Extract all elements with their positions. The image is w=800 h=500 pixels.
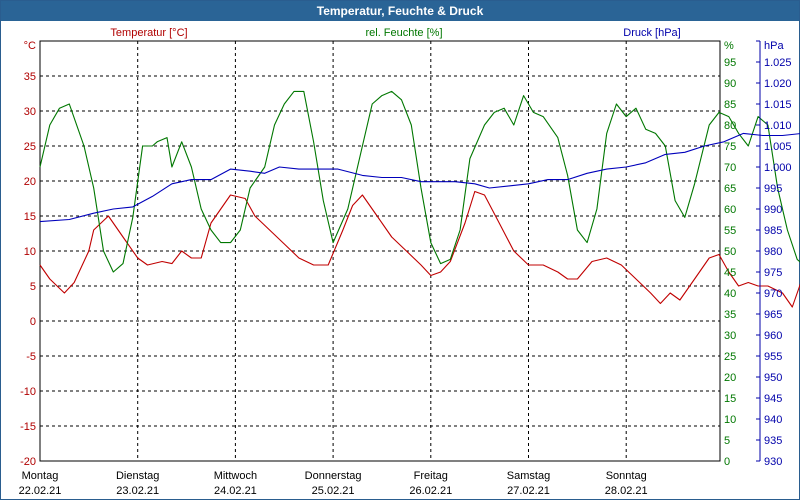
grid [39,40,721,462]
x-day-label: Dienstag [116,470,159,482]
humidity-tick-label: 15 [724,393,736,405]
humidity-tick-label: 45 [724,267,736,279]
temperature-tick-label: -10 [20,386,36,398]
humidity-tick-label: 65 [724,183,736,195]
pressure-tick-label: 1.020 [764,78,792,90]
chart-title: Temperatur, Feuchte & Druck [1,1,799,21]
series-line [39,90,800,273]
pressure-tick-label: 955 [764,351,782,363]
pressure-tick-label: 1.025 [764,57,792,69]
series-line [39,190,800,308]
temperature-tick-label: -20 [20,456,36,468]
temperature-tick-label: 10 [24,246,36,258]
series-layer [39,90,800,308]
temperature-tick-label: -5 [26,351,36,363]
x-date-label: 28.02.21 [605,485,648,497]
humidity-tick-label: 90 [724,78,736,90]
humidity-tick-label: 5 [724,435,730,447]
pressure-tick-label: 930 [764,456,782,468]
series-line [39,132,800,223]
x-date-label: 26.02.21 [409,485,452,497]
x-date-label: 24.02.21 [214,485,257,497]
x-day-label: Freitag [414,470,448,482]
x-date-label: 25.02.21 [312,485,355,497]
pressure-tick-label: 985 [764,225,782,237]
x-date-label: 23.02.21 [116,485,159,497]
pressure-tick-label: 1.005 [764,141,792,153]
pressure-tick-label: 975 [764,267,782,279]
pressure-tick-label: 980 [764,246,782,258]
pressure-tick-label: 935 [764,435,782,447]
plot-frame [39,40,721,462]
humidity-tick-label: 95 [724,57,736,69]
temperature-axis-label: Temperatur [°C] [110,27,187,39]
humidity-tick-label: 55 [724,225,736,237]
humidity-tick-label: 80 [724,120,736,132]
pressure-tick-label: 1.000 [764,162,792,174]
humidity-tick-label: 25 [724,351,736,363]
temperature-tick-label: 35 [24,71,36,83]
temperature-unit-label: °C [24,40,36,52]
x-day-label: Samstag [507,470,550,482]
humidity-tick-label: 0 [724,456,730,468]
pressure-tick-label: 940 [764,414,782,426]
pressure-unit-label: hPa [764,40,784,52]
x-day-label: Montag [22,470,59,482]
humidity-tick-label: 85 [724,99,736,111]
pressure-tick-label: 990 [764,204,782,216]
pressure-tick-label: 995 [764,183,782,195]
pressure-tick-label: 960 [764,330,782,342]
humidity-tick-label: 20 [724,372,736,384]
pressure-tick-label: 965 [764,309,782,321]
pressure-tick-label: 1.010 [764,120,792,132]
humidity-tick-label: 35 [724,309,736,321]
x-date-label: 27.02.21 [507,485,550,497]
x-date-label: 22.02.21 [19,485,62,497]
humidity-axis-label: rel. Feuchte [%] [365,27,442,39]
temperature-tick-label: 25 [24,141,36,153]
humidity-unit-label: % [724,40,734,52]
humidity-tick-label: 10 [724,414,736,426]
temperature-tick-label: 30 [24,106,36,118]
pressure-tick-label: 950 [764,372,782,384]
temperature-tick-label: 5 [30,281,36,293]
temperature-tick-label: -15 [20,421,36,433]
humidity-tick-label: 50 [724,246,736,258]
humidity-tick-label: 60 [724,204,736,216]
humidity-tick-label: 30 [724,330,736,342]
humidity-tick-label: 40 [724,288,736,300]
pressure-tick-label: 970 [764,288,782,300]
humidity-tick-label: 75 [724,141,736,153]
x-day-label: Donnerstag [305,470,362,482]
x-day-label: Sonntag [606,470,647,482]
pressure-axis-label: Druck [hPa] [623,27,680,39]
humidity-tick-label: 70 [724,162,736,174]
x-day-label: Mittwoch [214,470,257,482]
pressure-tick-label: 1.015 [764,99,792,111]
pressure-tick-label: 945 [764,393,782,405]
temperature-tick-label: 0 [30,316,36,328]
temperature-tick-label: 20 [24,176,36,188]
temperature-tick-label: 15 [24,211,36,223]
